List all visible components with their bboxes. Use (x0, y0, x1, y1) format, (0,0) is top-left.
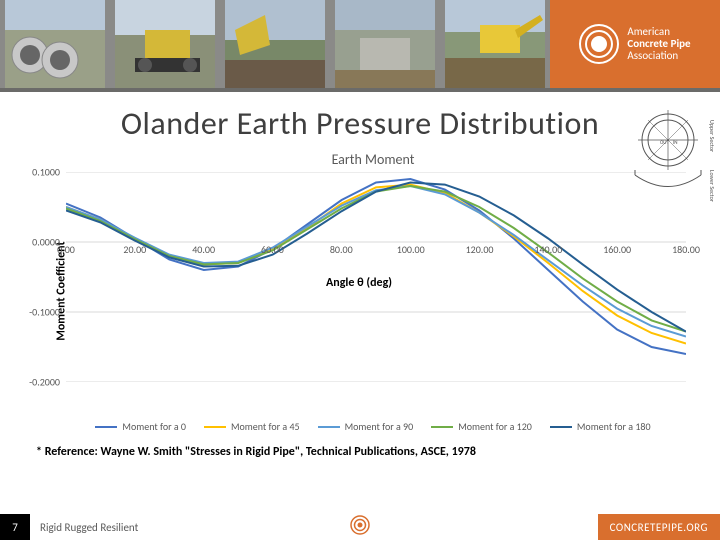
logo-icon (579, 24, 619, 64)
ytick: 0.0000 (32, 235, 60, 248)
footer-logo-icon (350, 515, 370, 540)
xtick: 80.00 (330, 243, 353, 256)
header-photo-band: American Concrete Pipe Association (0, 0, 720, 88)
y-ticks: 0.1000 0.0000 -0.1000 -0.2000 (14, 172, 62, 382)
header-photo-5 (440, 0, 550, 88)
legend-swatch (204, 426, 226, 428)
xtick: 120.00 (466, 243, 494, 256)
xtick: 100.00 (397, 243, 425, 256)
chart-plot-area: 0.1000 0.0000 -0.1000 -0.2000 0.00 20.00… (66, 172, 686, 382)
page-number: 7 (0, 514, 30, 540)
series-line (66, 186, 686, 337)
xtick: 180.00 (672, 243, 700, 256)
legend-item: Moment for a 45 (204, 420, 300, 433)
legend-swatch (318, 426, 340, 428)
footer-url: CONCRETEPIPE.ORG (598, 514, 720, 540)
series-line (66, 185, 686, 344)
svg-text:IN: IN (673, 140, 678, 146)
inset-diagram: Upper Sector Lower Sector OUT IN (620, 100, 716, 210)
xtick: 160.00 (603, 243, 631, 256)
legend-item: Moment for a 180 (550, 420, 651, 433)
legend-swatch (431, 426, 453, 428)
svg-text:Upper Sector: Upper Sector (708, 120, 716, 152)
legend-label: Moment for a 180 (577, 420, 651, 433)
xtick: 60.00 (261, 243, 284, 256)
chart-container: Moment Coefficient Earth Moment 0.1000 0… (46, 151, 700, 431)
series-line (66, 179, 686, 354)
xtick: 0.00 (57, 243, 75, 256)
ytick: -0.1000 (29, 306, 60, 319)
legend-label: Moment for a 0 (122, 420, 186, 433)
legend-item: Moment for a 120 (431, 420, 532, 433)
reference-text: * Reference: Wayne W. Smith "Stresses in… (36, 445, 720, 459)
legend-item: Moment for a 0 (95, 420, 186, 433)
footer-tagline: Rigid Rugged Resilient (40, 521, 138, 534)
ytick: -0.2000 (29, 376, 60, 389)
svg-text:Lower Sector: Lower Sector (708, 170, 716, 202)
chart-legend: Moment for a 0 Moment for a 45 Moment for … (46, 420, 700, 433)
header-photo-4 (330, 0, 440, 88)
logo-text: American Concrete Pipe Association (627, 26, 690, 62)
legend-label: Moment for a 90 (345, 420, 414, 433)
x-axis-label: Angle θ (deg) (326, 276, 392, 290)
legend-label: Moment for a 120 (458, 420, 532, 433)
xtick: 140.00 (534, 243, 562, 256)
logo-line3: Association (627, 50, 690, 62)
legend-label: Moment for a 45 (231, 420, 300, 433)
chart-title: Earth Moment (46, 151, 700, 168)
header-photo-1 (0, 0, 110, 88)
logo-block: American Concrete Pipe Association (550, 0, 720, 88)
legend-swatch (95, 426, 117, 428)
xtick: 20.00 (123, 243, 146, 256)
header-photo-3 (220, 0, 330, 88)
svg-text:OUT: OUT (660, 140, 670, 146)
slide: American Concrete Pipe Association Oland… (0, 0, 720, 540)
header-photo-2 (110, 0, 220, 88)
ytick: 0.1000 (32, 166, 60, 179)
legend-item: Moment for a 90 (318, 420, 414, 433)
legend-swatch (550, 426, 572, 428)
header-divider (0, 88, 720, 92)
slide-title: Olander Earth Pressure Distribution (0, 104, 720, 143)
footer: 7 Rigid Rugged Resilient CONCRETEPIPE.OR… (0, 514, 720, 540)
xtick: 40.00 (192, 243, 215, 256)
